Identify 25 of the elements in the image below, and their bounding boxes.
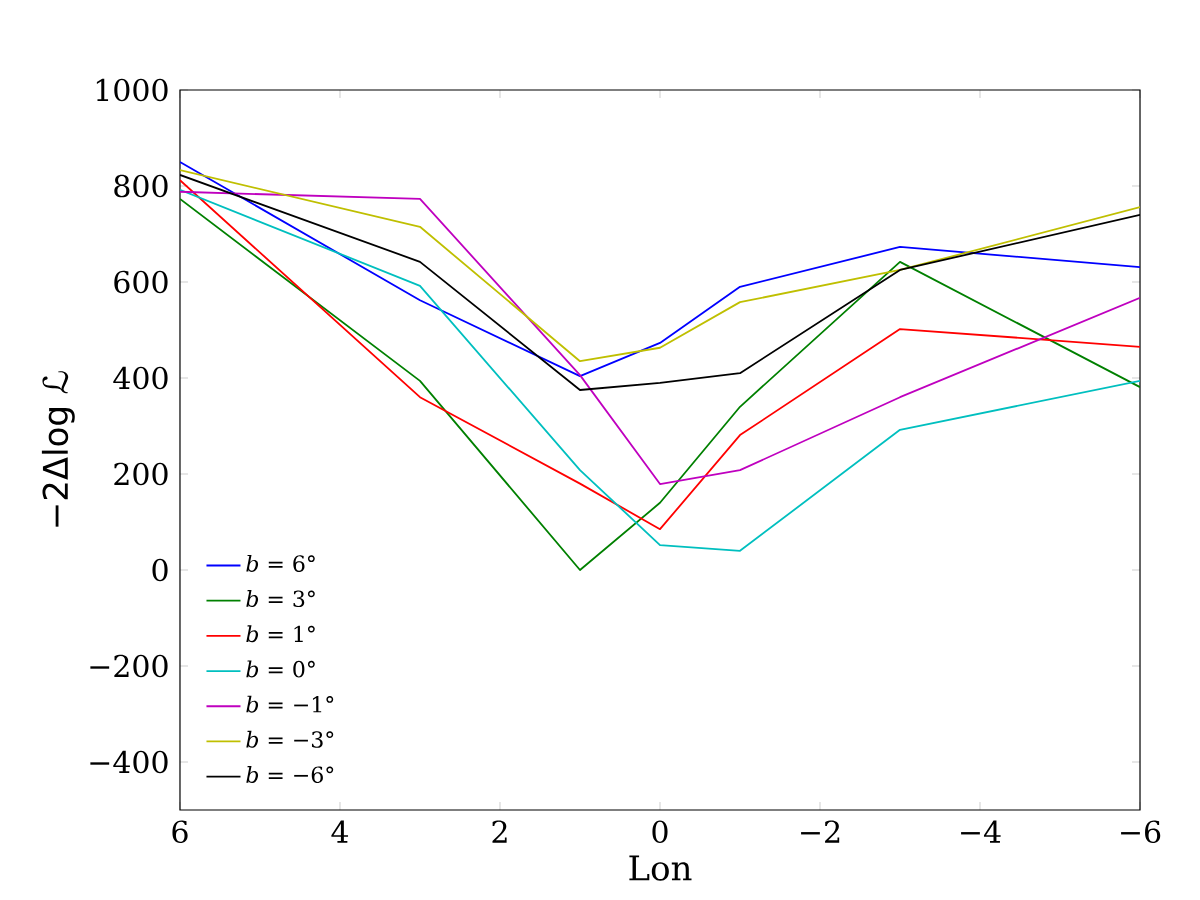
x-tick-label: 2 [492,820,507,843]
x-axis-title: Lon [629,855,692,881]
y-tick-label: 600 [114,270,168,294]
y-tick-label: 1000 [96,78,168,102]
y-tick-label: 0 [152,558,168,582]
y-axis-title: −2Δlog ℒ [41,371,75,527]
x-tick-label: −4 [961,820,1001,843]
y-tick-label: 400 [113,366,168,390]
x-tick-label: 0 [652,820,668,844]
line-series [179,190,1141,485]
legend-label: b = 6° [246,554,315,572]
legend-label: b = −6° [246,766,334,784]
x-tick-label: 6 [172,820,188,844]
y-tick-label: 200 [114,462,168,486]
y-tick-label: 800 [114,174,168,198]
legend-label: b = −3° [246,730,334,748]
legend-label: b = 1° [246,625,315,643]
legend-label: b = 3° [246,590,315,608]
x-tick-label: −2 [801,820,840,843]
x-tick-label: −6 [1121,820,1161,844]
y-tick-label: −400 [90,750,168,774]
x-tick-label: 4 [331,820,349,843]
legend-label: b = 0° [246,660,315,678]
legend-label: b = −1° [246,695,334,713]
y-tick-label: −200 [90,654,168,678]
